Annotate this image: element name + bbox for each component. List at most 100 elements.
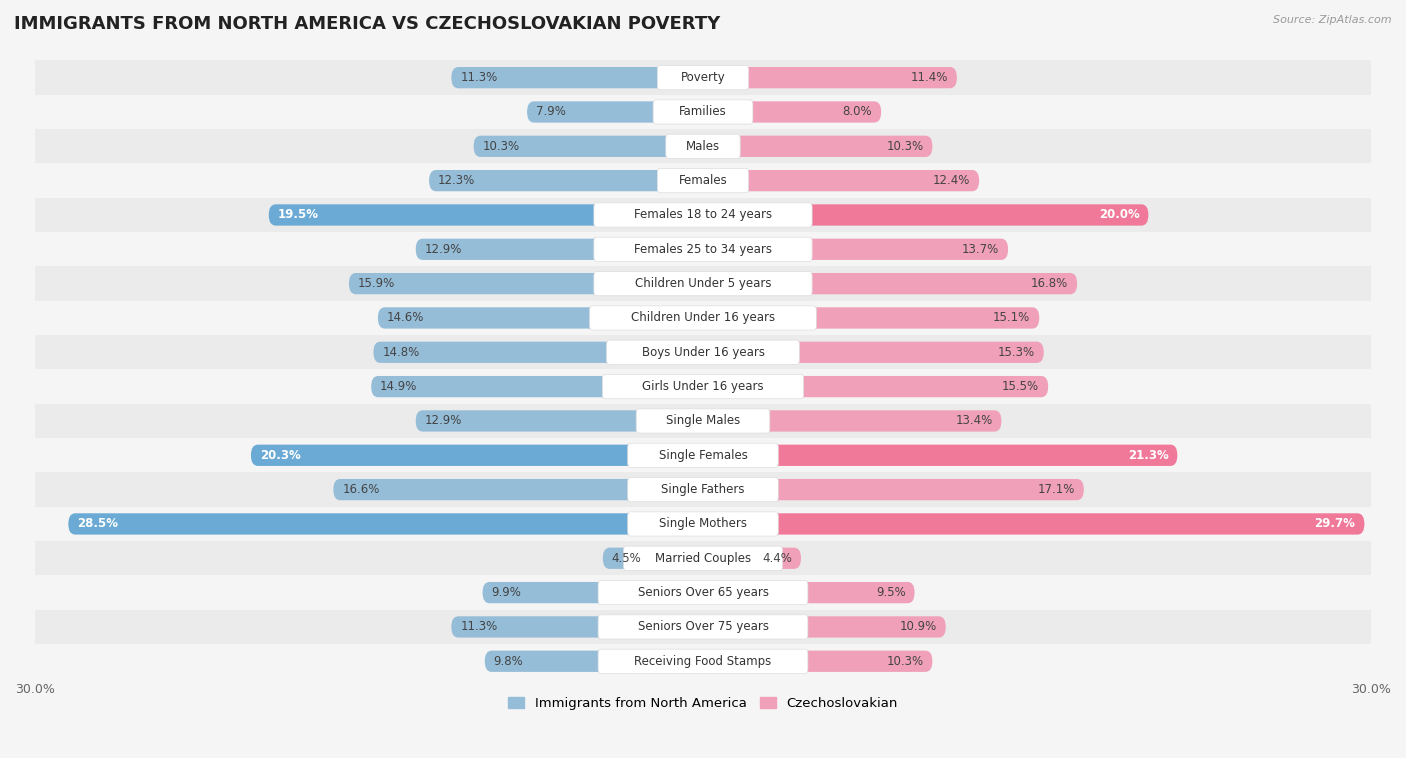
Legend: Immigrants from North America, Czechoslovakian: Immigrants from North America, Czechoslo…: [503, 691, 903, 715]
Text: 19.5%: 19.5%: [277, 208, 319, 221]
FancyBboxPatch shape: [35, 129, 1371, 164]
Text: 12.4%: 12.4%: [932, 174, 970, 187]
Text: 13.4%: 13.4%: [955, 415, 993, 428]
FancyBboxPatch shape: [703, 205, 1149, 226]
FancyBboxPatch shape: [378, 307, 703, 329]
FancyBboxPatch shape: [636, 409, 770, 433]
Text: Poverty: Poverty: [681, 71, 725, 84]
Text: 9.5%: 9.5%: [876, 586, 905, 599]
FancyBboxPatch shape: [703, 513, 1364, 534]
Text: Males: Males: [686, 139, 720, 153]
Text: 15.5%: 15.5%: [1002, 380, 1039, 393]
FancyBboxPatch shape: [35, 301, 1371, 335]
Text: Seniors Over 65 years: Seniors Over 65 years: [637, 586, 769, 599]
Text: Single Females: Single Females: [658, 449, 748, 462]
FancyBboxPatch shape: [333, 479, 703, 500]
FancyBboxPatch shape: [35, 609, 1371, 644]
FancyBboxPatch shape: [451, 67, 703, 88]
Text: 9.9%: 9.9%: [492, 586, 522, 599]
Text: 10.3%: 10.3%: [482, 139, 520, 153]
Text: 17.1%: 17.1%: [1038, 483, 1076, 496]
Text: 20.0%: 20.0%: [1098, 208, 1139, 221]
FancyBboxPatch shape: [623, 547, 783, 570]
Text: Boys Under 16 years: Boys Under 16 years: [641, 346, 765, 359]
FancyBboxPatch shape: [451, 616, 703, 637]
Text: Families: Families: [679, 105, 727, 118]
Text: Females 18 to 24 years: Females 18 to 24 years: [634, 208, 772, 221]
FancyBboxPatch shape: [598, 581, 808, 605]
FancyBboxPatch shape: [35, 541, 1371, 575]
FancyBboxPatch shape: [703, 650, 932, 672]
FancyBboxPatch shape: [598, 615, 808, 639]
Text: Single Mothers: Single Mothers: [659, 518, 747, 531]
FancyBboxPatch shape: [589, 306, 817, 330]
FancyBboxPatch shape: [654, 100, 752, 124]
Text: 12.9%: 12.9%: [425, 243, 463, 255]
FancyBboxPatch shape: [703, 342, 1043, 363]
Text: 20.3%: 20.3%: [260, 449, 301, 462]
FancyBboxPatch shape: [35, 198, 1371, 232]
FancyBboxPatch shape: [703, 67, 957, 88]
FancyBboxPatch shape: [627, 512, 779, 536]
Text: 28.5%: 28.5%: [77, 518, 118, 531]
FancyBboxPatch shape: [371, 376, 703, 397]
Text: 14.8%: 14.8%: [382, 346, 419, 359]
FancyBboxPatch shape: [35, 472, 1371, 507]
Text: Married Couples: Married Couples: [655, 552, 751, 565]
FancyBboxPatch shape: [35, 267, 1371, 301]
FancyBboxPatch shape: [703, 376, 1047, 397]
FancyBboxPatch shape: [658, 65, 748, 89]
FancyBboxPatch shape: [703, 102, 882, 123]
Text: 8.0%: 8.0%: [842, 105, 872, 118]
FancyBboxPatch shape: [35, 232, 1371, 267]
Text: 15.9%: 15.9%: [359, 277, 395, 290]
FancyBboxPatch shape: [416, 410, 703, 431]
FancyBboxPatch shape: [416, 239, 703, 260]
FancyBboxPatch shape: [703, 170, 979, 191]
FancyBboxPatch shape: [593, 237, 813, 262]
FancyBboxPatch shape: [35, 644, 1371, 678]
FancyBboxPatch shape: [627, 443, 779, 468]
Text: Girls Under 16 years: Girls Under 16 years: [643, 380, 763, 393]
FancyBboxPatch shape: [269, 205, 703, 226]
Text: 10.9%: 10.9%: [900, 621, 936, 634]
Text: 11.3%: 11.3%: [460, 71, 498, 84]
FancyBboxPatch shape: [35, 335, 1371, 369]
FancyBboxPatch shape: [598, 649, 808, 673]
FancyBboxPatch shape: [703, 239, 1008, 260]
Text: 15.3%: 15.3%: [998, 346, 1035, 359]
FancyBboxPatch shape: [703, 547, 801, 569]
FancyBboxPatch shape: [429, 170, 703, 191]
FancyBboxPatch shape: [35, 575, 1371, 609]
FancyBboxPatch shape: [703, 307, 1039, 329]
FancyBboxPatch shape: [474, 136, 703, 157]
FancyBboxPatch shape: [35, 61, 1371, 95]
Text: Single Fathers: Single Fathers: [661, 483, 745, 496]
Text: 11.4%: 11.4%: [911, 71, 948, 84]
Text: 13.7%: 13.7%: [962, 243, 1000, 255]
FancyBboxPatch shape: [658, 168, 748, 193]
Text: 11.3%: 11.3%: [460, 621, 498, 634]
Text: Source: ZipAtlas.com: Source: ZipAtlas.com: [1274, 15, 1392, 25]
Text: 21.3%: 21.3%: [1128, 449, 1168, 462]
FancyBboxPatch shape: [527, 102, 703, 123]
FancyBboxPatch shape: [482, 582, 703, 603]
FancyBboxPatch shape: [485, 650, 703, 672]
Text: 16.8%: 16.8%: [1031, 277, 1069, 290]
FancyBboxPatch shape: [250, 445, 703, 466]
FancyBboxPatch shape: [666, 134, 740, 158]
FancyBboxPatch shape: [703, 136, 932, 157]
Text: 12.9%: 12.9%: [425, 415, 463, 428]
Text: 9.8%: 9.8%: [494, 655, 523, 668]
Text: Children Under 16 years: Children Under 16 years: [631, 312, 775, 324]
Text: 7.9%: 7.9%: [536, 105, 565, 118]
Text: 16.6%: 16.6%: [342, 483, 380, 496]
Text: Females 25 to 34 years: Females 25 to 34 years: [634, 243, 772, 255]
FancyBboxPatch shape: [35, 164, 1371, 198]
Text: 15.1%: 15.1%: [993, 312, 1031, 324]
Text: Females: Females: [679, 174, 727, 187]
FancyBboxPatch shape: [606, 340, 800, 365]
FancyBboxPatch shape: [703, 582, 914, 603]
FancyBboxPatch shape: [349, 273, 703, 294]
FancyBboxPatch shape: [593, 203, 813, 227]
